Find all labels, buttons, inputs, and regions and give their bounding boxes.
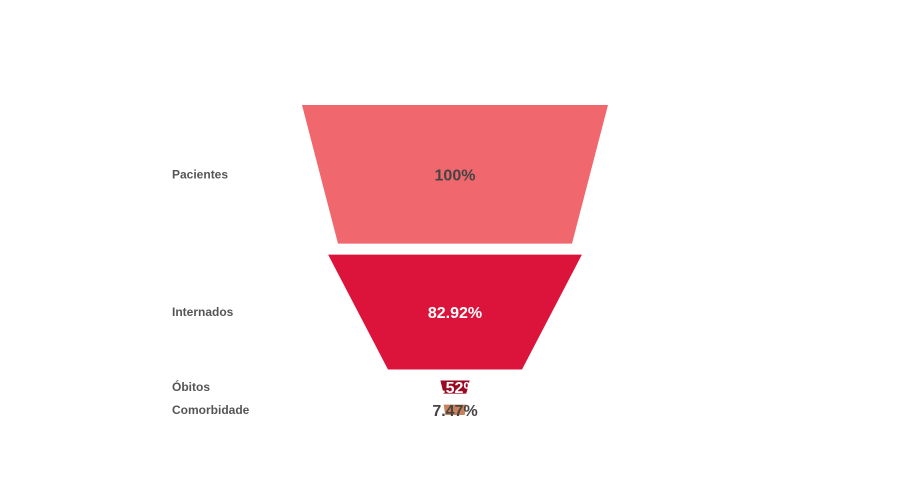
funnel-segment-pacientes[interactable]: [302, 105, 608, 244]
stage-value-label: 82.92%: [428, 305, 482, 322]
stage-value-label: 100%: [435, 167, 476, 184]
stage-label: Internados: [172, 305, 234, 319]
stage-value-label: 7.47%: [432, 403, 477, 420]
funnel-segment-óbitos[interactable]: [440, 380, 470, 394]
stage-label: Comorbidade: [172, 403, 250, 417]
funnel-segment-internados[interactable]: [328, 254, 582, 370]
stage-label: Pacientes: [172, 167, 228, 181]
funnel-segment-comorbidade[interactable]: [443, 404, 467, 415]
stage-value-label: 9.52%: [432, 380, 477, 397]
stage-label: Óbitos: [172, 379, 210, 394]
